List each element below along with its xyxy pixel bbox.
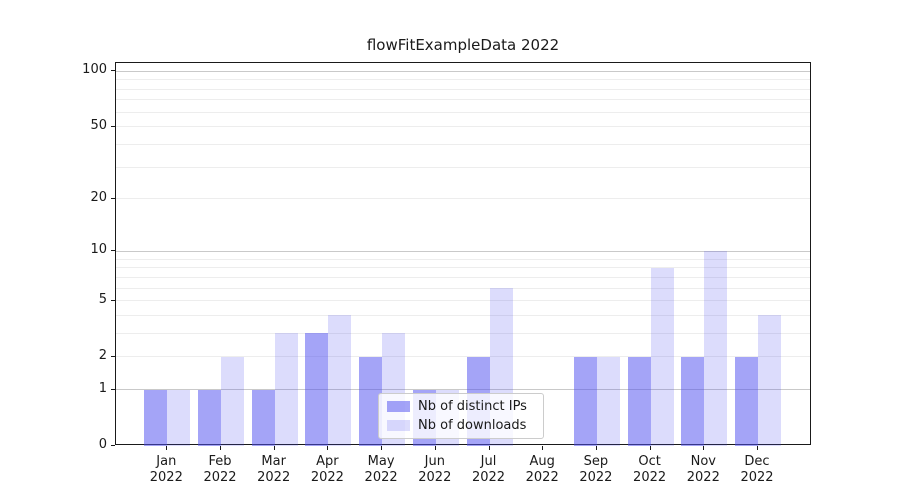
y-tick-label-20: 20 <box>90 189 107 205</box>
y-tick-label-50: 50 <box>90 117 107 133</box>
x-tick-mark <box>434 446 436 450</box>
legend-entry-downloads: Nb of downloads <box>387 418 535 433</box>
x-tick-mark <box>649 446 651 450</box>
y-tick-label-5: 5 <box>98 291 107 307</box>
x-tick-label-mar: Mar 2022 <box>257 454 291 485</box>
x-tick-mark <box>381 446 383 450</box>
minor-gridline-9 <box>116 258 810 260</box>
y-tick-label-10: 10 <box>90 242 107 258</box>
x-tick-label-jul: Jul 2022 <box>471 454 506 485</box>
legend-swatch-downloads <box>387 420 410 431</box>
x-tick-mark <box>542 446 544 450</box>
minor-gridline-90 <box>116 79 810 81</box>
x-tick-label-may: May 2022 <box>364 454 398 485</box>
minor-gridline-50 <box>116 126 810 128</box>
x-tick-label-jun: Jun 2022 <box>418 454 452 485</box>
x-tick-label-feb: Feb 2022 <box>203 454 237 485</box>
minor-gridline-7 <box>116 276 810 278</box>
y-tick-mark <box>111 299 115 301</box>
y-tick-mark <box>111 197 115 199</box>
bar-distinct-ips-apr <box>305 333 329 446</box>
major-gridline-1 <box>116 389 810 391</box>
minor-gridline-3 <box>116 332 810 334</box>
bar-distinct-ips-nov <box>681 356 705 446</box>
legend: Nb of distinct IPs Nb of downloads <box>378 393 544 439</box>
bar-distinct-ips-may <box>359 356 383 446</box>
minor-gridline-80 <box>116 88 810 90</box>
x-tick-mark <box>488 446 490 450</box>
minor-gridline-8 <box>116 267 810 269</box>
bar-downloads-apr <box>328 315 352 446</box>
minor-gridline-60 <box>116 111 810 113</box>
x-tick-mark <box>757 446 758 450</box>
bar-downloads-feb <box>221 356 244 446</box>
x-tick-mark <box>595 446 597 450</box>
y-tick-mark <box>111 445 115 446</box>
bar-distinct-ips-mar <box>251 389 275 446</box>
x-tick-mark <box>220 446 221 450</box>
bar-distinct-ips-sep <box>573 356 597 446</box>
legend-label-downloads: Nb of downloads <box>418 418 527 433</box>
chart-title: flowFitExampleData 2022 <box>366 36 560 54</box>
bar-downloads-nov <box>704 251 728 446</box>
y-tick-mark <box>111 125 115 127</box>
y-tick-mark <box>111 70 115 72</box>
legend-label-distinct-ips: Nb of distinct IPs <box>418 399 527 414</box>
x-tick-label-nov: Nov 2022 <box>686 454 720 485</box>
x-tick-label-jan: Jan 2022 <box>149 454 183 485</box>
bar-distinct-ips-feb <box>198 389 221 446</box>
x-tick-mark <box>703 446 705 450</box>
bar-downloads-oct <box>650 267 674 446</box>
x-tick-label-oct: Oct 2022 <box>633 454 667 485</box>
bar-distinct-ips-jan <box>144 389 168 446</box>
minor-gridline-40 <box>116 144 810 146</box>
x-tick-label-sep: Sep 2022 <box>579 454 613 485</box>
y-tick-mark <box>111 250 115 252</box>
legend-swatch-distinct-ips <box>387 401 410 412</box>
minor-gridline-6 <box>116 287 810 289</box>
minor-gridline-5 <box>116 300 810 302</box>
plot-area: Nb of distinct IPs Nb of downloads <box>115 62 811 446</box>
bar-downloads-mar <box>274 333 298 446</box>
x-tick-label-dec: Dec 2022 <box>740 454 774 485</box>
y-tick-label-1: 1 <box>98 380 107 396</box>
y-tick-label-2: 2 <box>98 347 107 363</box>
bar-downloads-dec <box>758 315 781 446</box>
y-tick-mark <box>111 388 115 390</box>
x-tick-mark <box>166 446 168 450</box>
minor-gridline-20 <box>116 198 810 200</box>
x-tick-label-aug: Aug 2022 <box>525 454 559 485</box>
x-tick-mark <box>327 446 329 450</box>
y-tick-label-0: 0 <box>98 437 107 452</box>
minor-gridline-30 <box>116 166 810 168</box>
bar-downloads-jan <box>167 389 191 446</box>
bar-distinct-ips-oct <box>627 356 651 446</box>
x-tick-mark <box>273 446 275 450</box>
bar-downloads-sep <box>596 356 620 446</box>
minor-gridline-4 <box>116 314 810 316</box>
y-tick-label-100: 100 <box>82 62 107 78</box>
minor-gridline-2 <box>116 356 810 358</box>
major-gridline-10 <box>116 250 810 252</box>
x-tick-label-apr: Apr 2022 <box>310 454 344 485</box>
minor-gridline-70 <box>116 99 810 101</box>
bar-distinct-ips-dec <box>735 356 758 446</box>
legend-entry-distinct-ips: Nb of distinct IPs <box>387 399 535 414</box>
major-gridline-100 <box>116 70 810 72</box>
y-tick-mark <box>111 355 115 357</box>
